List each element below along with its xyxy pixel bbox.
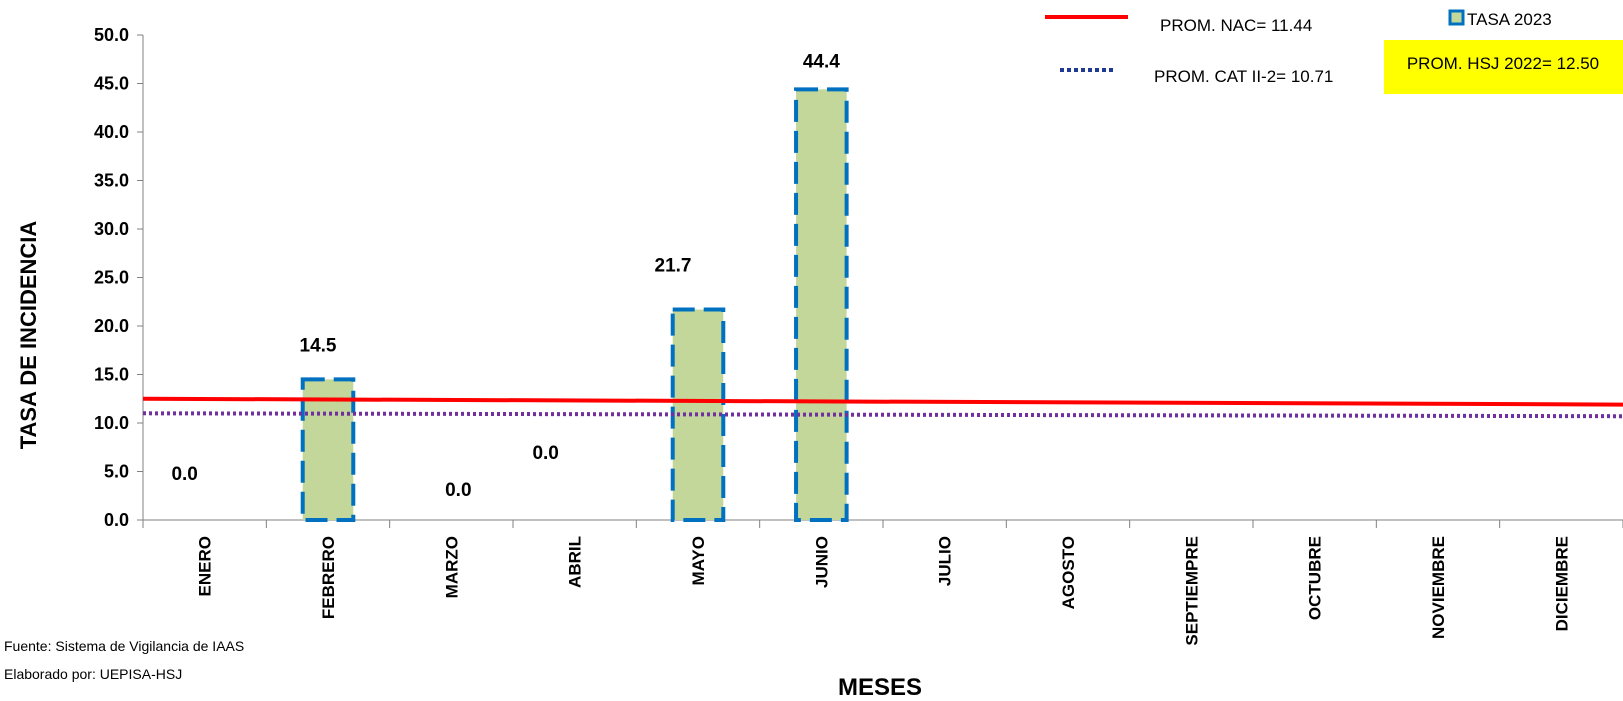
author-note: Elaborado por: UEPISA-HSJ (4, 666, 182, 682)
y-axis-title: TASA DE INCIDENCIA (16, 221, 41, 450)
data-label: 0.0 (532, 443, 558, 464)
data-label: 14.5 (300, 335, 337, 356)
legend: PROM. NAC= 11.44 PROM. CAT II-2= 10.71 T… (1045, 9, 1623, 94)
y-tick-label: 50.0 (94, 25, 129, 45)
y-tick-label: 10.0 (94, 413, 129, 433)
y-axis: 0.0 5.0 10.0 15.0 20.0 25.0 30.0 35.0 40.0 45.0 50… (94, 25, 144, 530)
highlight-box-text: PROM. HSJ 2022= 12.50 (1407, 54, 1599, 73)
bar (794, 87, 849, 522)
y-tick-label: 0.0 (104, 510, 129, 530)
x-tick-label: MARZO (442, 536, 461, 598)
y-tick-label: 30.0 (94, 219, 129, 239)
bars (300, 87, 849, 523)
reference-lines (142, 396, 1623, 419)
y-tick-label: 25.0 (94, 268, 129, 288)
x-tick-label: MAYO (689, 536, 708, 585)
x-axis-title: MESES (838, 674, 922, 701)
data-labels: 0.0 14.5 0.0 0.0 21.7 44.4 (171, 51, 840, 501)
highlight-box (1384, 40, 1623, 94)
x-tick-label: ENERO (196, 536, 215, 596)
bar (300, 377, 356, 522)
x-tick-label: JULIO (936, 536, 955, 586)
reference-line-cat (142, 411, 1623, 419)
x-tick-label: DICIEMBRE (1552, 536, 1571, 631)
y-tick-label: 15.0 (94, 365, 129, 385)
y-tick-label: 45.0 (94, 74, 129, 94)
x-axis: ENERO FEBRERO MARZO ABRIL MAYO JUNIO JULIO AGOS… (142, 519, 1623, 646)
x-tick-label: OCTUBRE (1306, 536, 1325, 620)
legend-label-cat: PROM. CAT II-2= 10.71 (1154, 67, 1333, 86)
x-tick-label: NOVIEMBRE (1429, 536, 1448, 639)
data-label: 21.7 (655, 256, 692, 277)
x-tick-label: AGOSTO (1059, 536, 1078, 609)
legend-swatch-tasa (1448, 9, 1465, 26)
y-tick-label: 5.0 (104, 462, 129, 482)
source-note: Fuente: Sistema de Vigilancia de IAAS (4, 638, 244, 654)
y-tick-label: 40.0 (94, 122, 129, 142)
x-tick-label: FEBRERO (319, 536, 338, 619)
data-label: 0.0 (445, 480, 471, 501)
x-tick-label: ABRIL (566, 536, 585, 588)
legend-label-tasa: TASA 2023 (1467, 10, 1552, 29)
y-tick-label: 20.0 (94, 316, 129, 336)
x-tick-label: JUNIO (812, 536, 831, 588)
data-label: 0.0 (171, 464, 197, 485)
y-tick-label: 35.0 (94, 171, 129, 191)
data-label: 44.4 (803, 51, 840, 72)
x-tick-label: SEPTIEMPRE (1182, 536, 1201, 646)
legend-label-nac: PROM. NAC= 11.44 (1160, 16, 1312, 35)
reference-line-nac (142, 396, 1623, 407)
